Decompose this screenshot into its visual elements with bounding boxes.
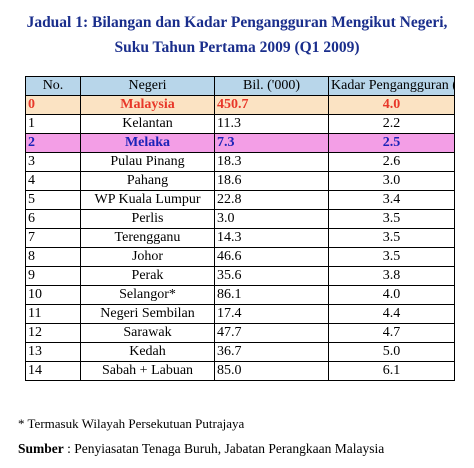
negeri-cell: Kedah	[80, 342, 215, 362]
table-row: 2 Melaka 7.3 2.5	[25, 133, 455, 153]
no-cell: 8	[25, 247, 81, 267]
no-cell: 10	[25, 285, 81, 305]
no-cell: 5	[25, 190, 81, 210]
negeri-cell: Sarawak	[80, 323, 215, 343]
table-row: 12 Sarawak 47.7 4.7	[25, 323, 455, 343]
kadar-cell: 6.1	[328, 361, 455, 381]
bil-cell: 3.0	[214, 209, 329, 229]
header-bil: Bil. ('000)	[214, 76, 329, 96]
no-cell: 9	[25, 266, 81, 286]
no-cell: 4	[25, 171, 81, 191]
negeri-cell: Selangor*	[80, 285, 215, 305]
no-cell: 13	[25, 342, 81, 362]
bil-cell: 18.3	[214, 152, 329, 172]
negeri-cell: Sabah + Labuan	[80, 361, 215, 381]
no-cell: 1	[25, 114, 81, 134]
bil-cell: 47.7	[214, 323, 329, 343]
header-row: No. Negeri Bil. ('000) Kadar Penganggura…	[25, 76, 455, 96]
table-row: 7 Terengganu 14.3 3.5	[25, 228, 455, 248]
table-row: 6 Perlis 3.0 3.5	[25, 209, 455, 229]
negeri-cell: Johor	[80, 247, 215, 267]
kadar-cell: 4.0	[328, 95, 455, 115]
bil-cell: 35.6	[214, 266, 329, 286]
no-cell: 7	[25, 228, 81, 248]
negeri-cell: Kelantan	[80, 114, 215, 134]
no-cell: 12	[25, 323, 81, 343]
table-row: 5 WP Kuala Lumpur 22.8 3.4	[25, 190, 455, 210]
negeri-cell: Pulau Pinang	[80, 152, 215, 172]
table-header: No. Negeri Bil. ('000) Kadar Penganggura…	[25, 76, 455, 96]
bil-cell: 17.4	[214, 304, 329, 324]
bil-cell: 85.0	[214, 361, 329, 381]
kadar-cell: 3.5	[328, 247, 455, 267]
header-no: No.	[25, 76, 81, 96]
kadar-cell: 4.4	[328, 304, 455, 324]
table-row: 3 Pulau Pinang 18.3 2.6	[25, 152, 455, 172]
table-row: 11 Negeri Sembilan 17.4 4.4	[25, 304, 455, 324]
kadar-cell: 4.0	[328, 285, 455, 305]
kadar-cell: 3.5	[328, 228, 455, 248]
footnote: * Termasuk Wilayah Persekutuan Putrajaya	[18, 416, 245, 431]
no-cell: 14	[25, 361, 81, 381]
bil-cell: 7.3	[214, 133, 329, 153]
kadar-cell: 3.4	[328, 190, 455, 210]
bil-cell: 22.8	[214, 190, 329, 210]
header-negeri: Negeri	[80, 76, 215, 96]
negeri-cell: Malaysia	[80, 95, 215, 115]
kadar-cell: 3.8	[328, 266, 455, 286]
kadar-cell: 2.5	[328, 133, 455, 153]
kadar-cell: 3.5	[328, 209, 455, 229]
negeri-cell: Pahang	[80, 171, 215, 191]
table-row: 14 Sabah + Labuan 85.0 6.1	[25, 361, 455, 381]
bil-cell: 86.1	[214, 285, 329, 305]
kadar-cell: 4.7	[328, 323, 455, 343]
table-row: 4 Pahang 18.6 3.0	[25, 171, 455, 191]
table-body: 0 Malaysia 450.7 4.0 1 Kelantan 11.3 2.2 2 Melaka…	[25, 95, 455, 381]
table-row: 10 Selangor* 86.1 4.0	[25, 285, 455, 305]
kadar-cell: 2.2	[328, 114, 455, 134]
header-kadar: Kadar Pengangguran (%)	[328, 76, 455, 96]
negeri-cell: Melaka	[80, 133, 215, 153]
unemployment-table: No. Negeri Bil. ('000) Kadar Penganggura…	[25, 76, 455, 381]
no-cell: 3	[25, 152, 81, 172]
bil-cell: 36.7	[214, 342, 329, 362]
table-row: 9 Perak 35.6 3.8	[25, 266, 455, 286]
bil-cell: 11.3	[214, 114, 329, 134]
table-row: 13 Kedah 36.7 5.0	[25, 342, 455, 362]
table-title-line-1: Jadual 1: Bilangan dan Kadar Penganggura…	[26, 14, 448, 31]
no-cell: 2	[25, 133, 81, 153]
bil-cell: 18.6	[214, 171, 329, 191]
kadar-cell: 5.0	[328, 342, 455, 362]
no-cell: 0	[25, 95, 81, 115]
table-row: 1 Kelantan 11.3 2.2	[25, 114, 455, 134]
kadar-cell: 3.0	[328, 171, 455, 191]
kadar-cell: 2.6	[328, 152, 455, 172]
table-title-line-2: Suku Tahun Pertama 2009 (Q1 2009)	[114, 39, 360, 56]
source-label: Sumber	[18, 441, 64, 456]
negeri-cell: WP Kuala Lumpur	[80, 190, 215, 210]
bil-cell: 14.3	[214, 228, 329, 248]
negeri-cell: Terengganu	[80, 228, 215, 248]
no-cell: 11	[25, 304, 81, 324]
bil-cell: 46.6	[214, 247, 329, 267]
no-cell: 6	[25, 209, 81, 229]
negeri-cell: Negeri Sembilan	[80, 304, 215, 324]
bil-cell: 450.7	[214, 95, 329, 115]
table-row: 0 Malaysia 450.7 4.0	[25, 95, 455, 115]
negeri-cell: Perak	[80, 266, 215, 286]
source-text: : Penyiasatan Tenaga Buruh, Jabatan Pera…	[63, 441, 385, 456]
table-row: 8 Johor 46.6 3.5	[25, 247, 455, 267]
source-line: Sumber : Penyiasatan Tenaga Buruh, Jabat…	[18, 440, 384, 458]
negeri-cell: Perlis	[80, 209, 215, 229]
